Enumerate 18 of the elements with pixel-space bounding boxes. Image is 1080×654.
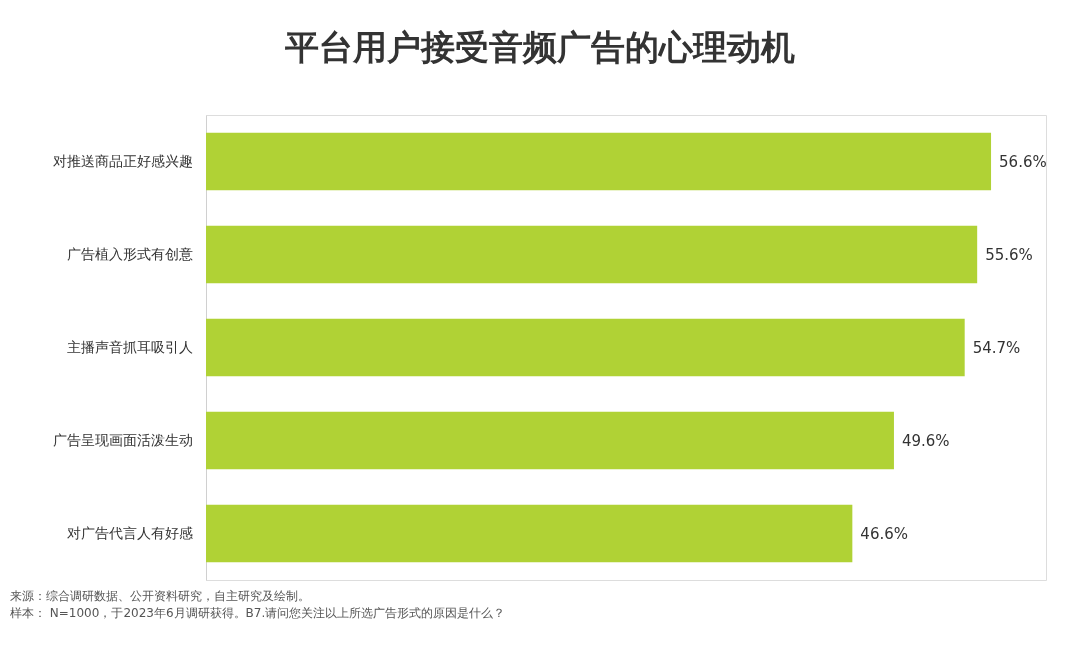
y-tick-label: 广告植入形式有创意 [66, 245, 193, 262]
data-label: 46.6% [860, 524, 908, 543]
text: 样本： N=1000，于2023年6月调研获得。B7.请问您关注以上所选广告形式的原因是什么？ [10, 606, 506, 620]
source-note: 来源：综合调研数据、公开资料研究，自主研究及绘制。 [10, 589, 310, 603]
bar [206, 132, 992, 191]
data-label: 55.6% [985, 245, 1033, 264]
y-tick-label: 对广告代言人有好感 [66, 524, 193, 541]
y-tick-label: 广告呈现画面活泼生动 [52, 431, 193, 448]
data-label: 49.6% [901, 431, 950, 450]
y-tick-label: 对推送商品正好感兴趣 [52, 152, 193, 169]
bar [206, 318, 965, 377]
bar [206, 504, 853, 563]
chart-title: 平台用户接受音频广告的心理动机 [284, 27, 795, 67]
y-tick-label: 主播声音抓耳吸引人 [66, 338, 193, 355]
bar [206, 411, 894, 470]
data-label: 56.6% [999, 152, 1047, 171]
bar [206, 225, 978, 284]
data-label: 54.7% [972, 338, 1021, 357]
